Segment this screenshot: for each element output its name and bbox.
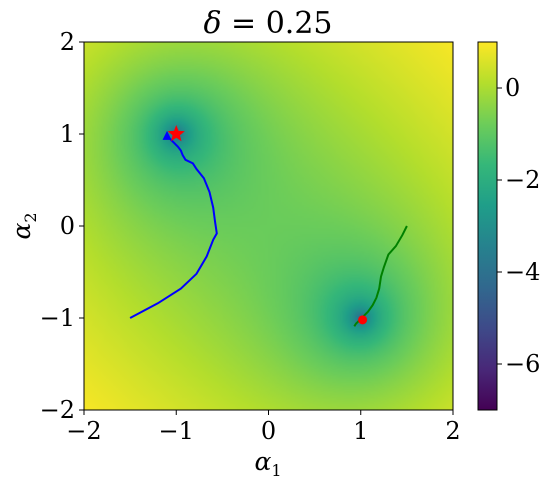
colorbar <box>477 41 498 411</box>
x-tick-label: −1 <box>159 417 194 445</box>
x-axis-label-symbol: α <box>254 447 271 476</box>
title-rest: = 0.25 <box>222 6 333 41</box>
x-tick-label: 0 <box>261 417 276 445</box>
y-tick-label: −2 <box>40 396 75 424</box>
y-axis-label-subscript: 2 <box>21 212 40 222</box>
colorbar-ticks: 0 −2 −4 −6 <box>497 74 540 378</box>
x-tick-label: −2 <box>66 417 101 445</box>
y-tick-label: 2 <box>60 28 75 56</box>
colorbar-tick-label: 0 <box>505 74 520 102</box>
colorbar-tick-label: −4 <box>505 258 540 286</box>
y-axis-label-symbol: α <box>7 223 36 240</box>
x-tick-label: 2 <box>445 417 460 445</box>
x-axis-label-subscript: 1 <box>271 461 281 480</box>
trajectory-line-1 <box>129 135 218 319</box>
heatmap-image <box>84 42 453 410</box>
x-axis-label: α1 <box>254 447 281 480</box>
star-marker <box>167 125 185 142</box>
x-tick-label: 1 <box>353 417 368 445</box>
y-tick-label: −1 <box>40 304 75 332</box>
trajectory-end-marker-1 <box>162 130 172 140</box>
x-axis-ticks: −2 −1 0 1 2 <box>66 410 461 445</box>
circle-marker-2 <box>358 315 368 325</box>
y-axis-ticks: −2 −1 0 1 2 <box>40 28 84 424</box>
plot-layer <box>129 125 408 327</box>
chart-title: δ = 0.25 <box>203 6 332 41</box>
title-symbol: δ <box>203 6 221 41</box>
colorbar-tick-label: −6 <box>505 350 540 378</box>
y-tick-label: 0 <box>60 212 75 240</box>
y-axis-label: α2 <box>7 212 40 239</box>
colorbar-tick-label: −2 <box>505 166 540 194</box>
y-tick-label: 1 <box>60 120 75 148</box>
